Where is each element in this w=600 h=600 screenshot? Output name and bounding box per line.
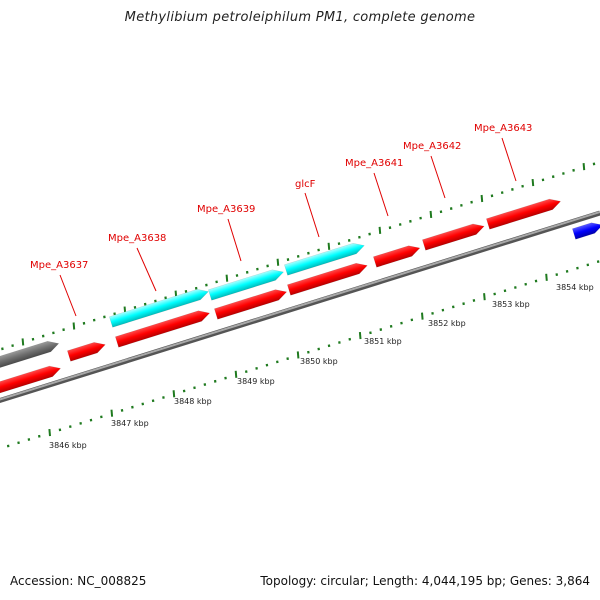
genome-title: Methylibium petroleiphilum PM1, complete…: [124, 10, 476, 25]
major-tick: [110, 409, 114, 417]
gene-label: Mpe_A3639: [197, 204, 255, 215]
kbp-scale-label: 3853 kbp: [492, 300, 530, 309]
gene-mpe_a3642: [422, 223, 485, 251]
gene-mpe_a3641: [373, 245, 421, 268]
gene-mpe_a3638: [109, 289, 209, 328]
major-tick: [531, 178, 535, 187]
major-tick: [172, 390, 176, 398]
label-leader-line: [373, 172, 389, 217]
kbp-scale-label: 3851 kbp: [364, 337, 402, 346]
major-tick: [429, 210, 433, 219]
major-tick: [378, 226, 382, 234]
kbp-scale-label: 3849 kbp: [237, 377, 275, 386]
gene-label: glcF: [295, 179, 316, 190]
gene-mpe_a3643: [486, 198, 562, 230]
gene-glcf: [284, 243, 365, 276]
major-tick: [327, 242, 331, 250]
label-leader-line: [227, 218, 242, 262]
kbp-scale-label: 3850 kbp: [300, 357, 338, 366]
major-tick: [358, 331, 362, 340]
kbp-scale-label: 3848 kbp: [174, 397, 212, 406]
major-tick: [72, 322, 76, 330]
gene-feature: [287, 263, 368, 296]
label-leader-line: [136, 247, 157, 292]
kbp-scale-label: 3854 kbp: [556, 283, 594, 292]
gene-feature: [572, 222, 600, 240]
gene-label: Mpe_A3637: [30, 260, 88, 271]
gene-feature: [214, 289, 288, 320]
gene-feature: [0, 365, 62, 397]
genome-backbone-highlight: [0, 211, 600, 401]
major-tick: [48, 428, 51, 437]
gene-mpe_a3639: [208, 269, 284, 301]
major-tick: [225, 274, 229, 282]
label-leader-line: [430, 155, 446, 199]
genome-summary-text: Topology: circular; Length: 4,044,195 bp…: [260, 574, 590, 588]
gene-features: [0, 198, 600, 397]
major-tick: [582, 163, 586, 171]
label-leader-line: [304, 192, 320, 238]
gene-label: Mpe_A3638: [108, 233, 166, 244]
major-tick: [21, 338, 25, 346]
major-tick: [545, 273, 548, 281]
kbp-scale-label: 3852 kbp: [428, 319, 466, 328]
major-tick: [296, 351, 300, 359]
scale-tick-ruler: 3846 kbp 3847 kbp 3848 kbp 3849 kbp 3850 kbp…: [6, 260, 600, 450]
major-tick: [421, 312, 424, 320]
kbp-scale-label: 3846 kbp: [49, 441, 87, 450]
major-tick: [480, 194, 484, 203]
gene-label: Mpe_A3643: [474, 123, 532, 134]
forward-tick-ruler: [1, 162, 596, 351]
major-tick: [234, 370, 238, 378]
gene-feature: [115, 310, 211, 348]
gene-labels: Mpe_A3637 Mpe_A3638 Mpe_A3639 glcF Mpe_A3641…: [30, 123, 532, 317]
kbp-scale-label: 3847 kbp: [111, 419, 149, 428]
label-leader-line: [59, 274, 77, 317]
gene-label: Mpe_A3641: [345, 158, 403, 169]
label-leader-line: [501, 137, 517, 182]
major-tick: [276, 258, 280, 266]
gene-label: Mpe_A3642: [403, 141, 461, 152]
accession-text: Accession: NC_008825: [10, 574, 147, 588]
gene-mpe_a3637: [67, 342, 106, 362]
major-tick: [483, 293, 486, 301]
gene-feature: [0, 340, 60, 371]
